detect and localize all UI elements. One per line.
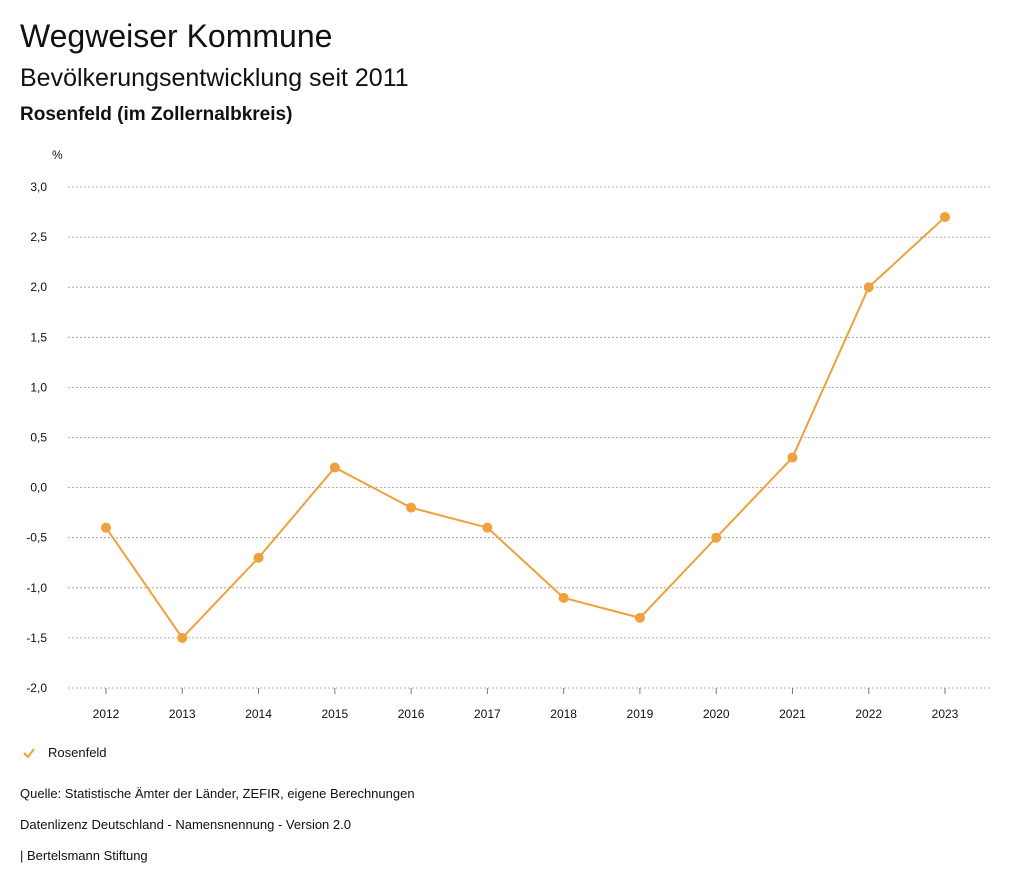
y-tick-label: 0,5 bbox=[30, 431, 47, 445]
x-tick-label: 2016 bbox=[398, 707, 425, 721]
data-point-2013[interactable] bbox=[177, 632, 188, 643]
y-tick-label: -0,5 bbox=[26, 531, 47, 545]
data-point-2022[interactable] bbox=[863, 282, 874, 293]
x-tick-label: 2020 bbox=[703, 707, 730, 721]
data-point-2021[interactable] bbox=[787, 452, 798, 463]
chart-title: Wegweiser Kommune bbox=[20, 18, 333, 54]
y-axis-unit: % bbox=[52, 148, 63, 162]
x-tick-label: 2023 bbox=[932, 707, 959, 721]
x-tick-label: 2014 bbox=[245, 707, 272, 721]
y-tick-label: -1,0 bbox=[26, 581, 47, 595]
x-tick-label: 2021 bbox=[779, 707, 806, 721]
y-tick-label: -1,5 bbox=[26, 631, 47, 645]
x-tick-label: 2022 bbox=[855, 707, 882, 721]
data-point-2018[interactable] bbox=[558, 592, 569, 603]
series-line-rosenfeld bbox=[105, 216, 946, 640]
data-point-2017[interactable] bbox=[482, 522, 493, 533]
x-tick-label: 2019 bbox=[627, 707, 654, 721]
checkmark-icon[interactable] bbox=[22, 746, 36, 760]
x-tick-label: 2015 bbox=[321, 707, 348, 721]
data-point-2016[interactable] bbox=[406, 502, 417, 513]
y-tick-label: 3,0 bbox=[30, 180, 47, 194]
publisher-note: | Bertelsmann Stiftung bbox=[20, 848, 148, 863]
data-point-2012[interactable] bbox=[101, 522, 111, 533]
data-point-2023[interactable] bbox=[940, 212, 950, 223]
y-tick-label: -2,0 bbox=[26, 681, 47, 695]
x-tick-label: 2018 bbox=[550, 707, 577, 721]
data-point-2019[interactable] bbox=[634, 612, 645, 623]
y-tick-label: 0,0 bbox=[30, 481, 47, 495]
x-tick-label: 2017 bbox=[474, 707, 501, 721]
data-point-2014[interactable] bbox=[253, 552, 264, 563]
legend[interactable]: Rosenfeld bbox=[22, 745, 107, 760]
y-tick-label: 1,5 bbox=[30, 330, 47, 344]
chart-subtitle: Bevölkerungsentwicklung seit 2011 bbox=[20, 64, 409, 92]
region-label: Rosenfeld (im Zollernalbkreis) bbox=[20, 104, 293, 125]
data-point-2015[interactable] bbox=[329, 462, 340, 473]
data-point-2020[interactable] bbox=[711, 532, 722, 543]
x-tick-label: 2013 bbox=[169, 707, 196, 721]
x-tick-label: 2012 bbox=[93, 707, 120, 721]
legend-label: Rosenfeld bbox=[48, 745, 107, 760]
line-chart: % 3,02,52,01,51,00,50,0-0,5-1,0-1,5-2,0 … bbox=[26, 148, 990, 721]
y-tick-label: 2,0 bbox=[30, 280, 47, 294]
license-note: Datenlizenz Deutschland - Namensnennung … bbox=[20, 817, 351, 832]
y-tick-label: 1,0 bbox=[30, 380, 47, 394]
y-tick-label: 2,5 bbox=[30, 230, 47, 244]
source-note: Quelle: Statistische Ämter der Länder, Z… bbox=[20, 786, 415, 801]
